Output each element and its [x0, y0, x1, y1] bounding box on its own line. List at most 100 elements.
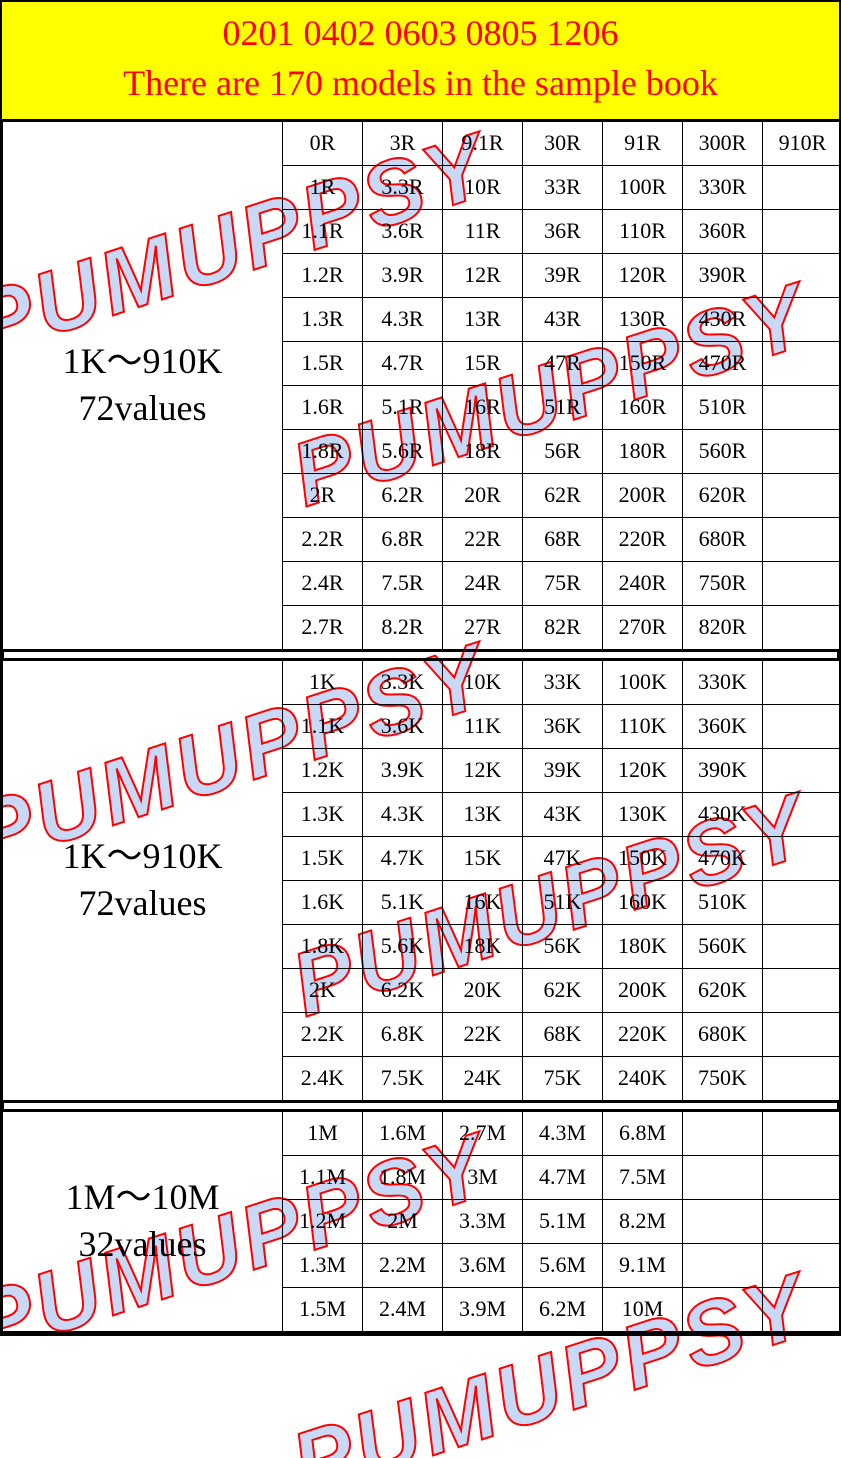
value-cell: 3.6K [363, 704, 443, 748]
value-cell [763, 341, 841, 385]
value-cell: 3.6M [443, 1243, 523, 1287]
value-cell: 33K [523, 660, 603, 704]
value-cell: 560K [683, 924, 763, 968]
value-cell [763, 1111, 841, 1155]
value-cell: 20R [443, 473, 523, 517]
value-cell: 9.1M [603, 1243, 683, 1287]
value-cell: 110K [603, 704, 683, 748]
value-cell: 820R [683, 605, 763, 649]
value-cell: 8.2R [363, 605, 443, 649]
section-label-line2: 72values [3, 385, 282, 432]
value-cell: 1.8K [283, 924, 363, 968]
value-cell: 120R [603, 253, 683, 297]
value-cell [683, 1287, 763, 1331]
value-cell: 100R [603, 165, 683, 209]
value-cell: 1.6R [283, 385, 363, 429]
value-cell: 82R [523, 605, 603, 649]
section-label: 1K～910K72values [3, 660, 283, 1100]
value-cell [763, 836, 841, 880]
value-table-section: 1K～910K72values0R3R9.1R30R91R300R910R1R3… [2, 121, 841, 650]
value-cell: 4.7R [363, 341, 443, 385]
value-cell: 2.7R [283, 605, 363, 649]
value-cell: 11K [443, 704, 523, 748]
value-cell: 220K [603, 1012, 683, 1056]
value-cell: 18K [443, 924, 523, 968]
value-cell: 39R [523, 253, 603, 297]
value-cell: 15K [443, 836, 523, 880]
value-cell: 1.5R [283, 341, 363, 385]
header-line2: There are 170 models in the sample book [2, 58, 839, 108]
value-cell: 2.2M [363, 1243, 443, 1287]
value-cell: 7.5R [363, 561, 443, 605]
value-cell: 51R [523, 385, 603, 429]
value-cell: 4.3R [363, 297, 443, 341]
value-cell: 360R [683, 209, 763, 253]
value-cell: 220R [603, 517, 683, 561]
value-cell: 330K [683, 660, 763, 704]
value-cell: 3.3M [443, 1199, 523, 1243]
value-cell [683, 1199, 763, 1243]
value-cell: 160R [603, 385, 683, 429]
value-cell: 2K [283, 968, 363, 1012]
value-cell: 6.2K [363, 968, 443, 1012]
value-cell: 0R [283, 121, 363, 165]
value-cell: 150R [603, 341, 683, 385]
value-cell [763, 1012, 841, 1056]
value-cell: 5.6K [363, 924, 443, 968]
value-cell: 3R [363, 121, 443, 165]
value-cell: 11R [443, 209, 523, 253]
value-cell: 1.1R [283, 209, 363, 253]
value-cell: 180K [603, 924, 683, 968]
value-cell: 68R [523, 517, 603, 561]
value-cell [763, 297, 841, 341]
value-cell: 27R [443, 605, 523, 649]
value-cell [763, 924, 841, 968]
value-cell: 10M [603, 1287, 683, 1331]
value-cell: 36K [523, 704, 603, 748]
value-cell: 4.3K [363, 792, 443, 836]
value-cell: 430K [683, 792, 763, 836]
value-cell: 1M [283, 1111, 363, 1155]
value-cell: 12K [443, 748, 523, 792]
value-cell: 51K [523, 880, 603, 924]
value-cell: 360K [683, 704, 763, 748]
value-cell: 16R [443, 385, 523, 429]
value-cell: 4.3M [523, 1111, 603, 1155]
value-cell [683, 1155, 763, 1199]
value-cell: 1.3M [283, 1243, 363, 1287]
value-cell: 120K [603, 748, 683, 792]
value-cell: 2.2R [283, 517, 363, 561]
value-cell: 100K [603, 660, 683, 704]
value-cell [763, 253, 841, 297]
value-cell: 13R [443, 297, 523, 341]
value-cell: 15R [443, 341, 523, 385]
value-cell: 1R [283, 165, 363, 209]
value-cell: 75K [523, 1056, 603, 1100]
value-cell [763, 561, 841, 605]
value-cell: 300R [683, 121, 763, 165]
value-cell: 430R [683, 297, 763, 341]
value-cell: 620K [683, 968, 763, 1012]
value-cell [763, 605, 841, 649]
value-cell: 24K [443, 1056, 523, 1100]
section-label-line1: 1K～910K [3, 833, 282, 880]
value-cell [763, 385, 841, 429]
value-cell: 10K [443, 660, 523, 704]
value-cell [763, 704, 841, 748]
section-label-line2: 72values [3, 880, 282, 927]
value-cell: 240K [603, 1056, 683, 1100]
value-cell: 1.5K [283, 836, 363, 880]
value-cell: 5.1M [523, 1199, 603, 1243]
value-cell: 1.6K [283, 880, 363, 924]
value-cell: 910R [763, 121, 841, 165]
value-cell: 750K [683, 1056, 763, 1100]
section-label-line2: 32values [3, 1221, 282, 1268]
value-cell: 24R [443, 561, 523, 605]
value-cell: 43K [523, 792, 603, 836]
value-cell: 3M [443, 1155, 523, 1199]
value-cell: 1.1M [283, 1155, 363, 1199]
value-cell: 18R [443, 429, 523, 473]
value-cell: 12R [443, 253, 523, 297]
value-cell: 1.1K [283, 704, 363, 748]
value-cell: 47R [523, 341, 603, 385]
